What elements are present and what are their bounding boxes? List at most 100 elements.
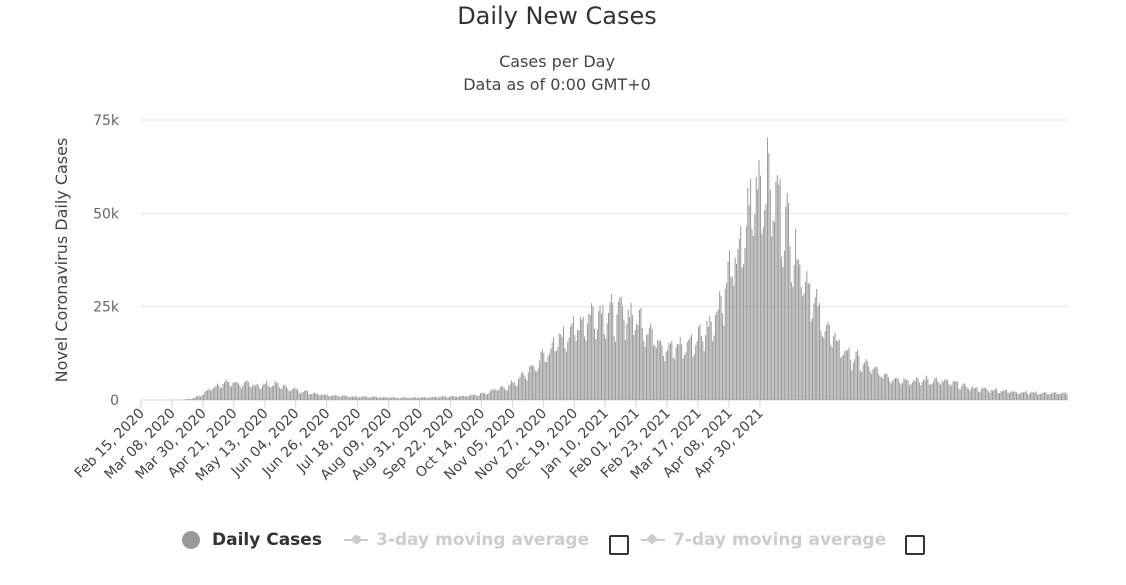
bar [501, 386, 503, 400]
bar [330, 396, 332, 400]
bar [917, 378, 919, 400]
bar [236, 382, 238, 400]
bar [873, 367, 875, 400]
bar [1011, 391, 1013, 400]
bar [961, 386, 963, 400]
bar [533, 366, 535, 400]
bar [859, 370, 861, 400]
bar [1006, 389, 1008, 400]
bar [395, 397, 397, 400]
bar [985, 388, 987, 400]
bar [1038, 393, 1040, 400]
bar [662, 355, 664, 400]
bar [658, 341, 660, 400]
bar [938, 383, 940, 400]
bar [271, 385, 273, 400]
bar [741, 267, 743, 400]
bar [864, 362, 866, 400]
bar [1055, 392, 1057, 400]
bar [273, 385, 275, 400]
bar [776, 174, 778, 400]
bar [609, 302, 611, 400]
bar [404, 397, 406, 400]
checkbox-7-day-average[interactable] [905, 535, 925, 555]
bar [515, 385, 517, 400]
bar [782, 266, 784, 400]
bar [506, 390, 508, 400]
bar [481, 392, 483, 400]
bar [979, 392, 981, 400]
bar [216, 383, 218, 400]
bar [941, 381, 943, 400]
bar [986, 388, 988, 400]
bar [458, 396, 460, 400]
bar [783, 250, 785, 400]
bar [931, 383, 933, 400]
bar [606, 323, 608, 400]
bar [997, 393, 999, 400]
bar [456, 396, 458, 400]
bar [980, 389, 982, 400]
bar [869, 371, 871, 400]
legend-item-daily-cases[interactable]: Daily Cases [182, 530, 322, 550]
bar [205, 390, 207, 400]
bar [955, 381, 957, 400]
bar [968, 388, 970, 400]
bar [772, 220, 774, 400]
bar [366, 396, 368, 400]
bar [541, 349, 543, 400]
bar [896, 377, 898, 400]
legend-label-daily-cases: Daily Cases [212, 530, 322, 550]
bar [1003, 390, 1005, 400]
bar [828, 324, 830, 400]
checkbox-3-day-average[interactable] [609, 535, 629, 555]
bar [1022, 392, 1024, 400]
bar [353, 396, 355, 400]
bar [731, 276, 733, 400]
bar [1039, 394, 1041, 400]
bar [364, 396, 366, 400]
bar [186, 399, 188, 400]
bar [990, 390, 992, 400]
bar [435, 396, 436, 400]
bar [840, 357, 842, 400]
bar [464, 396, 466, 400]
bar [1060, 393, 1062, 400]
bar [457, 397, 459, 400]
bar [906, 379, 908, 400]
bar [934, 378, 936, 400]
bar [492, 389, 494, 400]
bar [578, 330, 580, 400]
bar [892, 380, 894, 400]
bar [329, 396, 331, 400]
bar [712, 341, 714, 400]
bar [499, 386, 501, 400]
bar [343, 395, 345, 400]
bar [352, 396, 353, 400]
bar [298, 392, 300, 400]
bar [745, 226, 747, 400]
legend-item-3-day-average[interactable]: 3-day moving average [344, 530, 589, 550]
legend-item-7-day-average[interactable]: 7-day moving average [641, 530, 886, 550]
bar [688, 340, 690, 400]
bar [436, 397, 438, 400]
bar [233, 382, 235, 400]
bar [865, 358, 867, 400]
legend-circle-icon [182, 531, 200, 549]
bar [608, 312, 610, 400]
bar [218, 385, 220, 400]
bar [463, 395, 465, 400]
bar [993, 390, 995, 400]
bar [678, 344, 680, 400]
bar [852, 362, 854, 400]
bar [460, 395, 462, 400]
bar [800, 287, 802, 400]
bar [548, 353, 550, 400]
bar [188, 398, 190, 400]
bar [651, 329, 653, 400]
bar [627, 309, 629, 400]
bar [485, 394, 487, 400]
bar [951, 384, 953, 400]
bar [927, 378, 929, 400]
bar [949, 385, 951, 400]
